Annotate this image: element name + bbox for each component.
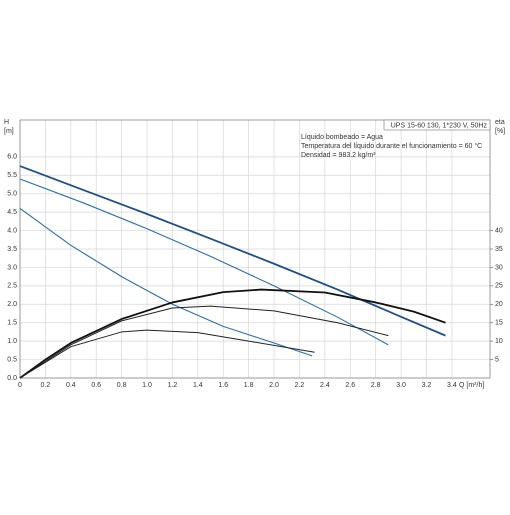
y2-axis-label: eta [495,119,505,126]
y2-tick-label: 15 [495,320,503,327]
y2-tick-label: 30 [495,264,503,271]
x-tick-label: 3.4 [447,382,457,389]
x-tick-label: 0 [18,382,22,389]
y-axis-label: H [4,119,9,126]
y-tick-label: 2.0 [7,301,17,308]
curve [19,178,389,346]
y2-tick-label: 40 [495,227,503,234]
title-box [383,119,491,131]
x-tick-label: 1.6 [218,382,228,389]
y-tick-label: 3.0 [7,264,17,271]
curve [19,329,315,379]
curve [19,165,446,337]
y2-tick-label: 35 [495,246,503,253]
curve [19,305,389,379]
y-tick-label: 4.0 [7,227,17,234]
y2-tick-label: 10 [495,338,503,345]
x-tick-label: 0.6 [91,382,101,389]
y-tick-label: 4.5 [7,209,17,216]
annotation: Líquido bombeado = Agua [301,134,383,141]
x-tick-label: 1.8 [244,382,254,389]
y2-tick-label: 5 [495,356,499,363]
x-tick-label: 0.2 [41,382,51,389]
x-tick-label: 2.0 [269,382,279,389]
x-axis-label: Q [m³/h] [459,382,484,389]
x-tick-label: 1.0 [142,382,152,389]
chart-title: UPS 15-60 130, 1*230 V, 50Hz [391,122,488,129]
y-tick-label: 0.5 [7,356,17,363]
x-tick-label: 3.0 [396,382,406,389]
x-tick-label: 2.2 [295,382,305,389]
y2-axis-unit: [%] [495,128,505,135]
curve [19,288,446,379]
y-tick-label: 6.0 [7,154,17,161]
y-tick-label: 2.5 [7,283,17,290]
annotation: Densidad = 983.2 kg/m³ [301,152,376,159]
y-tick-label: 5.0 [7,191,17,198]
x-tick-label: 3.2 [422,382,432,389]
x-tick-label: 2.6 [345,382,355,389]
y-tick-label: 3.5 [7,246,17,253]
plot-frame [19,119,491,379]
y-tick-label: 5.5 [7,172,17,179]
x-tick-label: 0.4 [66,382,76,389]
curve [19,208,313,357]
x-tick-label: 1.2 [168,382,178,389]
x-tick-label: 0.8 [117,382,127,389]
y-tick-label: 1.5 [7,320,17,327]
y-tick-label: 0.0 [7,375,17,382]
y2-tick-label: 20 [495,301,503,308]
annotation: Temperatura del líquido durante el funci… [301,142,482,150]
x-tick-label: 2.8 [371,382,381,389]
x-tick-label: 1.4 [193,382,203,389]
y-tick-label: 1.0 [7,338,17,345]
y2-tick-label: 25 [495,283,503,290]
x-tick-label: 2.4 [320,382,330,389]
y-axis-unit: [m] [4,128,14,135]
